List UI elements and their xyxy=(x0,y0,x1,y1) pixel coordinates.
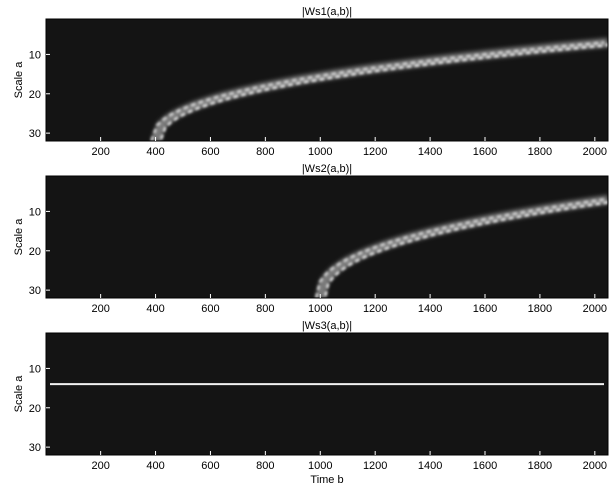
x-tick-label: 1400 xyxy=(418,146,442,158)
x-tick-label: 1000 xyxy=(308,303,332,315)
panel-title: |Ws1(a,b)| xyxy=(302,6,352,18)
x-tick-label: 200 xyxy=(91,146,109,158)
ridge-lobe-lower xyxy=(158,43,608,141)
y-tick-label: 30 xyxy=(29,442,41,454)
x-tick-label: 1200 xyxy=(363,146,387,158)
ridge-lobe-lower xyxy=(323,200,608,298)
x-tick-label: 600 xyxy=(201,146,219,158)
x-tick-label: 1800 xyxy=(528,303,552,315)
x-tick-label: 1000 xyxy=(308,146,332,158)
axes-frame xyxy=(45,175,609,299)
y-tick-label: 30 xyxy=(29,285,41,297)
x-tick-label: 400 xyxy=(146,303,164,315)
x-tick-label: 800 xyxy=(256,146,274,158)
y-tick-label: 20 xyxy=(29,246,41,258)
x-tick-label: 1200 xyxy=(363,460,387,472)
x-tick-label: 1200 xyxy=(363,303,387,315)
heatmap-ridge-layer xyxy=(150,38,608,141)
y-tick-label: 10 xyxy=(29,49,41,61)
x-tick-label: 2000 xyxy=(583,460,607,472)
panel-title: |Ws3(a,b)| xyxy=(302,320,352,332)
x-tick-label: 1600 xyxy=(473,460,497,472)
x-tick-label: 400 xyxy=(146,460,164,472)
x-axis-label: Time b xyxy=(310,474,343,486)
x-tick-label: 400 xyxy=(146,146,164,158)
x-tick-label: 1000 xyxy=(308,460,332,472)
panel-title: |Ws2(a,b)| xyxy=(302,163,352,175)
x-tick-label: 1400 xyxy=(418,460,442,472)
heatmap-ridge-layer xyxy=(315,195,608,298)
x-tick-label: 2000 xyxy=(583,303,607,315)
axes-frame xyxy=(45,18,609,142)
x-tick-label: 1800 xyxy=(528,460,552,472)
y-tick-label: 20 xyxy=(29,89,41,101)
heatmap-background xyxy=(46,333,608,455)
x-tick-label: 600 xyxy=(201,303,219,315)
y-tick-label: 30 xyxy=(29,128,41,140)
y-axis-label: Scale a xyxy=(13,218,25,256)
ridge-lobe-upper xyxy=(315,198,605,298)
x-tick-label: 200 xyxy=(91,460,109,472)
x-tick-label: 1400 xyxy=(418,303,442,315)
panel-1: 200 400 600 800 1000 1200 1400 1600 1800 2000 10 20… xyxy=(13,6,609,158)
x-tick-label: 600 xyxy=(201,460,219,472)
panel-3: 200 400 600 800 1000 1200 1400 1600 1800 2000 10 20… xyxy=(13,320,609,486)
y-tick-label: 10 xyxy=(29,363,41,375)
x-tick-label: 800 xyxy=(256,303,274,315)
panel-2: 200 400 600 800 1000 1200 1400 1600 1800 2000 10 20… xyxy=(13,163,609,315)
x-tick-label: 800 xyxy=(256,460,274,472)
axes-frame xyxy=(45,332,609,456)
x-tick-label: 2000 xyxy=(583,146,607,158)
x-tick-label: 200 xyxy=(91,303,109,315)
y-tick-label: 10 xyxy=(29,206,41,218)
x-tick-label: 1600 xyxy=(473,303,497,315)
y-axis-label: Scale a xyxy=(13,375,25,413)
y-axis-label: Scale a xyxy=(13,61,25,99)
x-tick-label: 1600 xyxy=(473,146,497,158)
x-tick-label: 1800 xyxy=(528,146,552,158)
y-tick-label: 20 xyxy=(29,403,41,415)
